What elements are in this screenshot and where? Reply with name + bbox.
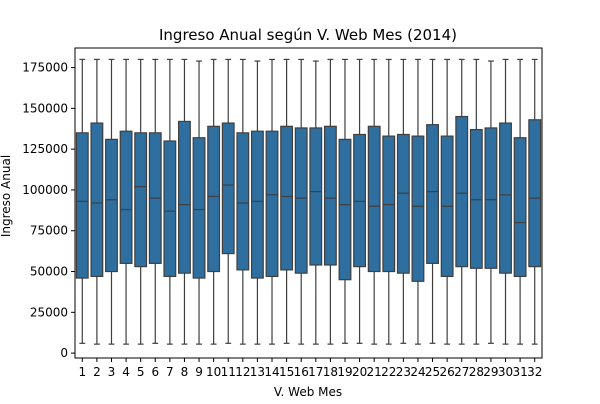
- box-16: [294, 127, 308, 274]
- box-29: [484, 127, 498, 269]
- box-8: [178, 120, 191, 274]
- box-32: [528, 119, 542, 268]
- x-tick-label: 24: [410, 365, 425, 379]
- x-tick-label: 21: [367, 365, 382, 379]
- x-tick-label: 27: [454, 365, 469, 379]
- box-3: [105, 138, 118, 273]
- x-tick-label: 19: [337, 365, 352, 379]
- x-tick-label: 22: [381, 365, 396, 379]
- box-14: [265, 130, 279, 278]
- y-tick-label: 125000: [22, 142, 68, 156]
- box-22: [382, 135, 396, 273]
- x-tick-label: 8: [181, 365, 189, 379]
- box-27: [455, 115, 469, 268]
- chart-title: Ingreso Anual según V. Web Mes (2014): [159, 26, 457, 44]
- box-2: [90, 122, 104, 278]
- x-tick-label: 6: [151, 365, 159, 379]
- y-tick-label: 0: [60, 346, 68, 360]
- box-9: [192, 137, 206, 279]
- x-tick-label: 20: [352, 365, 367, 379]
- box-25: [426, 124, 439, 264]
- x-tick-label: 13: [250, 365, 265, 379]
- x-axis-label: V. Web Mes: [274, 385, 342, 399]
- x-tick-label: 12: [235, 365, 250, 379]
- box-10: [207, 125, 221, 273]
- box-17: [309, 127, 323, 266]
- x-tick-label: 30: [498, 365, 513, 379]
- box-7: [163, 140, 177, 278]
- y-tick-label: 75000: [30, 224, 68, 238]
- y-tick-label: 50000: [30, 265, 68, 279]
- box-31: [513, 137, 527, 278]
- box-23: [396, 133, 410, 274]
- box-20: [353, 133, 367, 268]
- x-tick-label: 17: [308, 365, 323, 379]
- plot-area: 0 25000 50000 75000 100000 125000 150000 175000…: [22, 47, 543, 379]
- x-tick-label: 2: [93, 365, 101, 379]
- x-tick-label: 5: [137, 365, 145, 379]
- x-tick-label: 14: [264, 365, 279, 379]
- x-tick-label: 16: [294, 365, 309, 379]
- x-tick-label: 4: [122, 365, 130, 379]
- box-15: [280, 125, 294, 271]
- x-tick-label: 3: [108, 365, 116, 379]
- y-axis-label: Ingreso Anual: [0, 155, 13, 237]
- y-tick-label: 100000: [22, 183, 68, 197]
- x-tick-label: 1: [78, 365, 86, 379]
- y-tick-label: 150000: [22, 101, 68, 115]
- x-tick-label: 18: [323, 365, 338, 379]
- box-12: [236, 132, 250, 271]
- box-21: [367, 125, 381, 273]
- y-tick-label: 175000: [22, 61, 68, 75]
- box-13: [250, 130, 264, 279]
- box-1: [75, 132, 89, 279]
- x-tick-label: 11: [221, 365, 236, 379]
- x-tick-label: 15: [279, 365, 294, 379]
- box-5: [134, 132, 148, 268]
- x-tick-label: 28: [469, 365, 484, 379]
- x-tick-label: 9: [195, 365, 203, 379]
- x-tick-label: 29: [483, 365, 498, 379]
- box-4: [119, 130, 133, 264]
- x-tick-label: 26: [440, 365, 455, 379]
- box-24: [411, 135, 425, 282]
- x-tick-label: 23: [396, 365, 411, 379]
- x-tick-label: 25: [425, 365, 440, 379]
- x-tick-label: 7: [166, 365, 174, 379]
- box-28: [469, 128, 483, 269]
- box-19: [338, 138, 352, 281]
- box-18: [323, 125, 337, 266]
- x-tick-label: 31: [512, 365, 527, 379]
- x-tick-label: 10: [206, 365, 221, 379]
- plot-frame: [74, 47, 543, 359]
- box-11: [221, 122, 235, 255]
- box-30: [499, 122, 512, 274]
- y-tick-label: 25000: [30, 305, 68, 319]
- x-tick-label: 32: [527, 365, 542, 379]
